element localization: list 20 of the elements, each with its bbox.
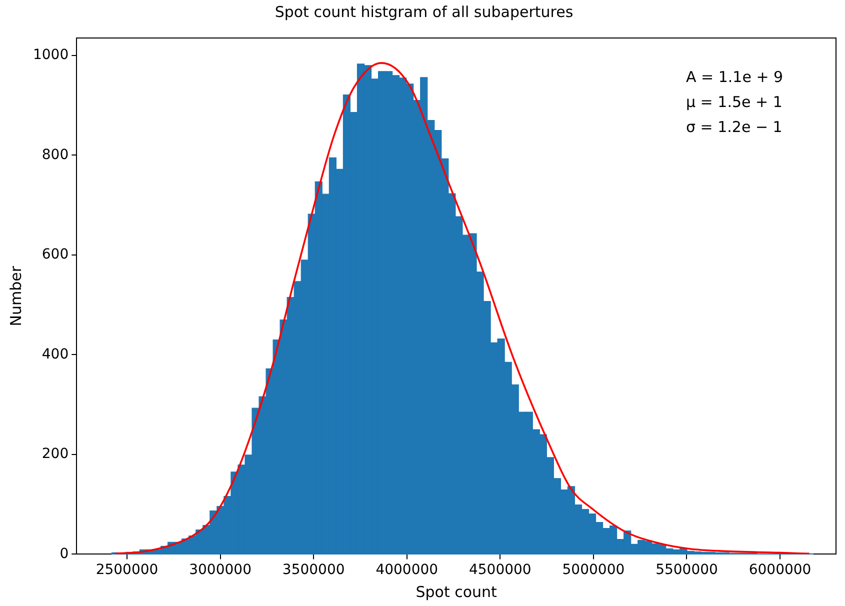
annotation: σ = 1.2e − 1	[686, 118, 782, 136]
x-tick-label: 5500000	[656, 562, 718, 578]
y-tick-label: 200	[42, 446, 69, 462]
x-tick-label: 6000000	[748, 562, 812, 578]
chart-title: Spot count histgram of all subapertures	[274, 2, 574, 21]
x-axis-title: Spot count	[416, 582, 498, 601]
x-tick-label: 4500000	[468, 562, 532, 578]
x-tick-label: 5000000	[562, 562, 625, 578]
annotation: μ = 1.5e + 1	[686, 92, 782, 111]
annotation: A = 1.1e + 9	[686, 68, 784, 86]
x-tick-label: 4000000	[376, 562, 438, 578]
y-tick-label: 400	[42, 346, 69, 362]
x-tick-label: 3000000	[189, 562, 252, 578]
y-tick-label: 1000	[32, 47, 69, 64]
y-tick-label: 600	[42, 246, 69, 263]
y-tick-label: 0	[60, 546, 69, 562]
y-tick-label: 800	[42, 146, 69, 163]
y-axis-title: Number	[6, 265, 25, 326]
x-tick-label: 2500000	[96, 562, 158, 578]
x-tick-label: 3500000	[282, 562, 345, 578]
